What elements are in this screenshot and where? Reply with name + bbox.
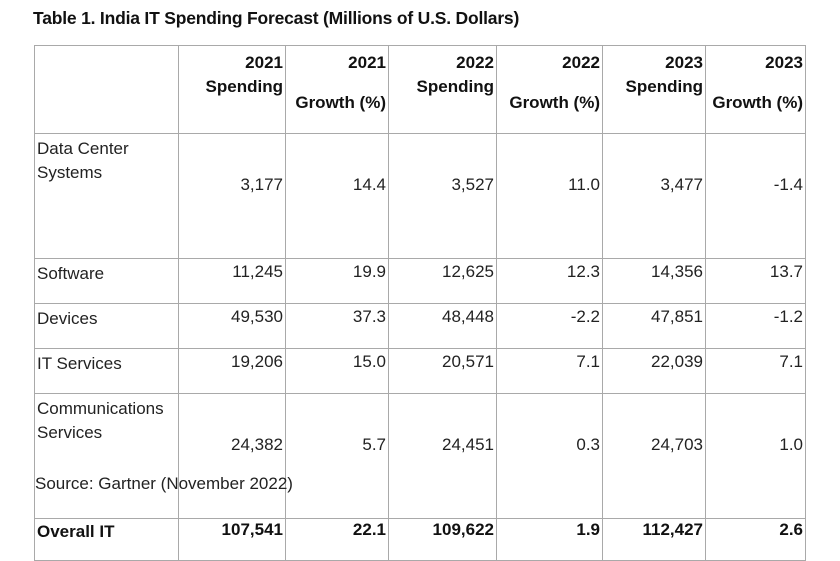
category-cell: Communications Services: [34, 393, 179, 519]
header-cell: 2022 Spending: [388, 45, 497, 134]
header-label: Growth (%): [295, 93, 386, 112]
value-cell: 20,571: [388, 348, 497, 394]
category-cell: Overall IT: [34, 518, 179, 561]
header-year: 2023: [665, 53, 703, 72]
value-cell: 22,039: [602, 348, 706, 394]
header-cell: 2021 Growth (%): [285, 45, 389, 134]
value-cell: 24,703: [602, 393, 706, 519]
header-cell: 2022 Growth (%): [496, 45, 603, 134]
value-cell: 19.9: [285, 258, 389, 304]
value-cell: 5.7: [285, 393, 389, 519]
value-cell: 49,530: [178, 303, 286, 349]
value-cell: 24,382: [178, 393, 286, 519]
header-year: 2021: [245, 53, 283, 72]
header-cell: 2023 Growth (%): [705, 45, 806, 134]
value-cell: 48,448: [388, 303, 497, 349]
value-cell: 14,356: [602, 258, 706, 304]
value-cell: 22.1: [285, 518, 389, 561]
value-cell: 3,527: [388, 133, 497, 259]
total-row: Overall IT 107,541 22.1 109,622 1.9 112,…: [34, 518, 806, 561]
value-cell: 7.1: [496, 348, 603, 394]
header-year: 2021: [348, 53, 386, 72]
source-note: Source: Gartner (November 2022): [35, 474, 293, 493]
value-cell: -1.4: [705, 133, 806, 259]
value-cell: 24,451: [388, 393, 497, 519]
header-year: 2022: [456, 53, 494, 72]
category-cell: Devices: [34, 303, 179, 349]
value-cell: 37.3: [285, 303, 389, 349]
value-cell: 47,851: [602, 303, 706, 349]
value-cell: 3,477: [602, 133, 706, 259]
category-cell: Software: [34, 258, 179, 304]
value-cell: 112,427: [602, 518, 706, 561]
value-cell: 1.0: [705, 393, 806, 519]
value-cell: 107,541: [178, 518, 286, 561]
value-cell: 3,177: [178, 133, 286, 259]
value-cell: 109,622: [388, 518, 497, 561]
value-cell: -2.2: [496, 303, 603, 349]
value-cell: 14.4: [285, 133, 389, 259]
value-cell: 1.9: [496, 518, 603, 561]
table-row: Communications Services 24,382 5.7 24,45…: [34, 393, 806, 519]
header-label: Spending: [416, 77, 494, 96]
value-cell: 19,206: [178, 348, 286, 394]
header-year: 2023: [765, 53, 803, 72]
value-cell: 2.6: [705, 518, 806, 561]
table-row: Devices 49,530 37.3 48,448 -2.2 47,851 -…: [34, 303, 806, 349]
header-label: Growth (%): [712, 93, 803, 112]
header-year: 2022: [562, 53, 600, 72]
header-row: 2021 Spending 2021 Growth (%) 2022 Spending…: [34, 45, 806, 134]
value-cell: 15.0: [285, 348, 389, 394]
value-cell: 0.3: [496, 393, 603, 519]
header-label: Spending: [205, 77, 283, 96]
value-cell: 11.0: [496, 133, 603, 259]
value-cell: -1.2: [705, 303, 806, 349]
table-title: Table 1. India IT Spending Forecast (Mil…: [33, 8, 520, 28]
table-row: Software 11,245 19.9 12,625 12.3 14,356 …: [34, 258, 806, 304]
header-label: Spending: [625, 77, 703, 96]
table-row: IT Services 19,206 15.0 20,571 7.1 22,03…: [34, 348, 806, 394]
value-cell: 13.7: [705, 258, 806, 304]
header-corner-cell: [34, 45, 179, 134]
header-cell: 2023 Spending: [602, 45, 706, 134]
table-row: Data Center Systems 3,177 14.4 3,527 11.…: [34, 133, 806, 259]
value-cell: 12.3: [496, 258, 603, 304]
header-label: Growth (%): [509, 93, 600, 112]
value-cell: 7.1: [705, 348, 806, 394]
value-cell: 11,245: [178, 258, 286, 304]
category-cell: IT Services: [34, 348, 179, 394]
header-cell: 2021 Spending: [178, 45, 286, 134]
category-cell: Data Center Systems: [34, 133, 179, 259]
value-cell: 12,625: [388, 258, 497, 304]
